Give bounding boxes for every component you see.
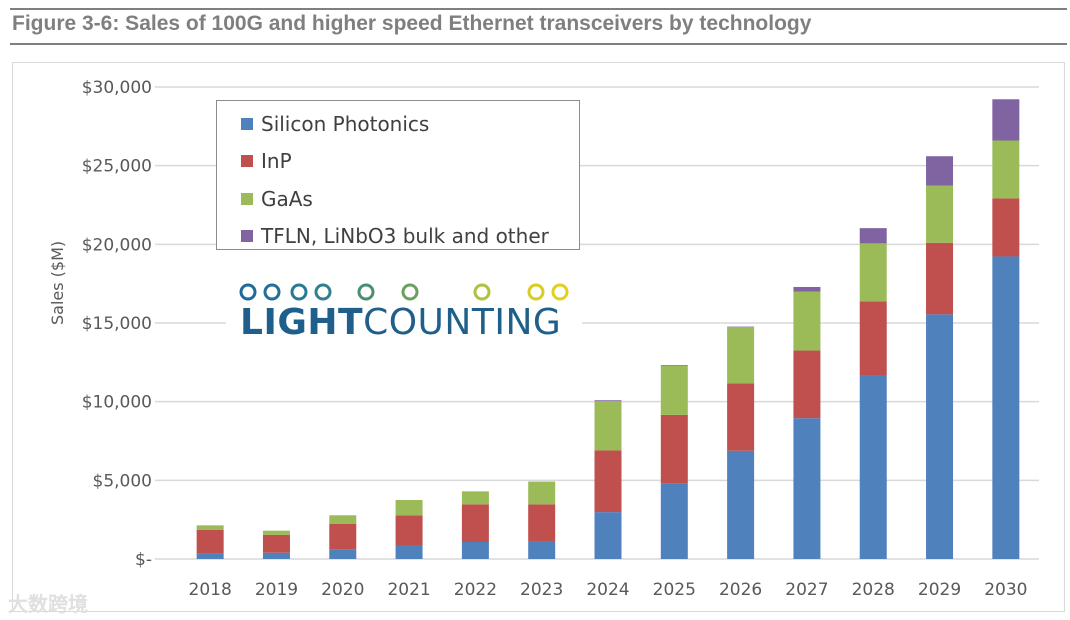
bar-segment — [992, 256, 1020, 559]
y-tick-label: $25,000 — [82, 157, 152, 177]
bar-segment — [793, 418, 821, 559]
x-tick-label: 2024 — [586, 580, 629, 600]
chart-frame — [12, 62, 1065, 612]
bar-segment — [992, 198, 1020, 257]
bar-segment — [594, 512, 622, 559]
bar-segment — [859, 375, 887, 559]
lightcounting-logo: LIGHTCOUNTING — [226, 276, 582, 348]
bar-segment — [528, 540, 556, 559]
bar-segment — [793, 350, 821, 419]
x-tick-label: 2026 — [719, 580, 762, 600]
bar-segment — [196, 529, 224, 554]
x-tick-label: 2019 — [255, 580, 298, 600]
bar-segment — [859, 301, 887, 376]
x-tick-label: 2020 — [321, 580, 364, 600]
bar-segment — [992, 99, 1020, 141]
bar-segment — [329, 523, 357, 550]
y-tick-label: $5,000 — [93, 471, 152, 491]
legend-swatch — [241, 117, 253, 130]
bar-segment — [461, 542, 489, 559]
bar-segment — [660, 365, 688, 415]
bar-segment — [594, 401, 622, 451]
bar-segment — [262, 534, 290, 553]
bar-segment — [926, 242, 954, 315]
logo-circles-icon — [228, 283, 578, 301]
x-tick-label: 2018 — [189, 580, 232, 600]
legend-label: TFLN, LiNbO3 bulk and other — [261, 224, 549, 249]
x-tick-label: 2027 — [785, 580, 828, 600]
bar-segment — [727, 326, 755, 328]
logo-text: LIGHTCOUNTING — [240, 302, 562, 343]
bar-segment — [793, 286, 821, 292]
bar-segment — [859, 243, 887, 302]
bar-segment — [594, 450, 622, 513]
bar-segment — [461, 504, 489, 543]
bar-segment — [329, 515, 357, 524]
bar-segment — [196, 525, 224, 530]
watermark: 大数跨境 — [8, 592, 88, 616]
x-tick-label: 2023 — [520, 580, 563, 600]
bar-segment — [727, 383, 755, 451]
legend-item-gaas: GaAs — [217, 180, 579, 218]
legend: Silicon Photonics InP GaAs TFLN, LiNbO3 … — [216, 100, 580, 250]
legend-swatch — [241, 155, 253, 168]
y-tick-label: $- — [135, 550, 152, 570]
legend-swatch — [241, 230, 253, 243]
bar-segment — [196, 553, 224, 559]
y-axis-label: Sales ($M) — [48, 240, 67, 325]
bar-segment — [727, 327, 755, 384]
bar-segment — [594, 400, 622, 402]
title-rule-bottom — [10, 43, 1067, 45]
bar-segment — [262, 552, 290, 559]
bar-segment — [528, 504, 556, 541]
bar-segment — [395, 515, 423, 546]
legend-label: GaAs — [261, 186, 313, 211]
legend-label: Silicon Photonics — [261, 111, 430, 136]
x-tick-label: 2021 — [387, 580, 430, 600]
bar-segment — [926, 185, 954, 243]
legend-swatch — [241, 192, 253, 205]
x-tick-label: 2030 — [984, 580, 1027, 600]
x-tick-label: 2028 — [852, 580, 895, 600]
y-tick-label: $10,000 — [82, 393, 152, 413]
bar-segment — [793, 291, 821, 351]
bar-segment — [727, 450, 755, 559]
bar-segment — [926, 156, 954, 186]
y-tick-label: $15,000 — [82, 314, 152, 334]
title-rule-top — [10, 8, 1067, 10]
legend-label: InP — [261, 149, 292, 174]
bar-segment — [926, 314, 954, 559]
legend-item-silicon-photonics: Silicon Photonics — [217, 105, 579, 143]
x-tick-label: 2029 — [918, 580, 961, 600]
bar-segment — [660, 483, 688, 559]
bar-segment — [461, 491, 489, 505]
bar-segment — [329, 549, 357, 559]
bar-segment — [262, 530, 290, 535]
y-tick-label: $20,000 — [82, 235, 152, 255]
bar-segment — [395, 500, 423, 516]
legend-item-tfln: TFLN, LiNbO3 bulk and other — [217, 218, 579, 256]
bar-segment — [992, 140, 1020, 199]
x-tick-label: 2025 — [653, 580, 696, 600]
legend-item-inp: InP — [217, 143, 579, 181]
figure-title: Figure 3-6: Sales of 100G and higher spe… — [12, 12, 812, 35]
bar-segment — [528, 481, 556, 505]
y-tick-label: $30,000 — [82, 78, 152, 98]
bar-segment — [660, 365, 688, 366]
x-tick-label: 2022 — [454, 580, 497, 600]
bar-segment — [859, 228, 887, 244]
bar-segment — [660, 414, 688, 484]
bar-segment — [395, 545, 423, 559]
